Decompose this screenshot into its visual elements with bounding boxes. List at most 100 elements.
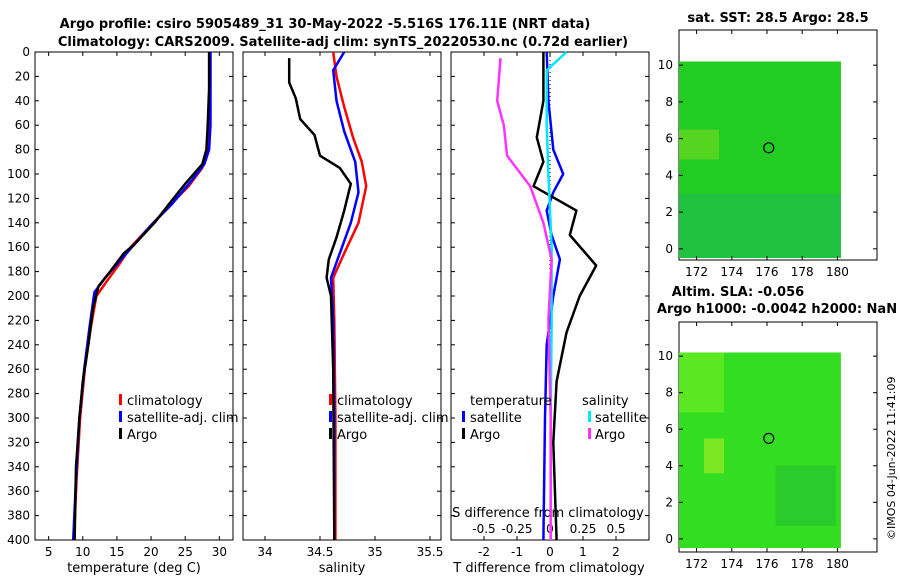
legend-swatch-satellite: [119, 411, 122, 422]
map-patch: [704, 438, 724, 474]
y-tick-label: 100: [7, 167, 30, 181]
y-tick-label: 200: [7, 289, 30, 303]
data-series: [71, 51, 598, 541]
legend-swatch-t-argo: [462, 428, 465, 439]
sla-map-title-line1: Altim. SLA: -0.056: [672, 285, 804, 300]
s-tick-label: 0.5: [606, 522, 625, 536]
legend-label-s-argo: Argo: [595, 428, 625, 443]
s-tick-label: 0.25: [570, 522, 597, 536]
series-line-satellite-adj-clim: [329, 51, 360, 540]
legend-label-t-argo: Argo: [470, 428, 500, 443]
legend-title-salinity: salinity: [582, 394, 629, 409]
legend-swatch-satellite: [329, 411, 332, 422]
main-title-line2: Climatology: CARS2009. Satellite-adj cli…: [58, 35, 628, 50]
x-tick-label: 34.5: [307, 545, 334, 559]
map-y-tick-label: 6: [665, 132, 673, 146]
series-line-climatology: [331, 51, 368, 540]
map-x-tick-label: 178: [791, 557, 814, 571]
legend-swatch-climatology: [119, 394, 122, 405]
series-line-argo: [73, 52, 211, 541]
x-tick-label: 35: [367, 545, 382, 559]
y-tick-label: 380: [7, 509, 30, 523]
y-tick-label: 300: [7, 411, 30, 425]
y-tick-label: 240: [7, 338, 30, 352]
legend-swatch-climatology: [329, 394, 332, 405]
map-x-tick-label: 176: [756, 557, 779, 571]
main-title-line1: Argo profile: csiro 5905489_31 30-May-20…: [60, 17, 591, 32]
series-line-t-argo: [532, 52, 598, 541]
legend-swatch-s-argo: [588, 428, 591, 439]
map-y-tick-label: 2: [665, 205, 673, 219]
x-tick-label: 10: [75, 545, 90, 559]
series-line-t-satellite: [542, 51, 565, 541]
x-tick-label: 20: [143, 545, 158, 559]
map-patch: [679, 352, 724, 413]
legend-label-argo: Argo: [127, 428, 157, 443]
sla-map-title-line2: Argo h1000: -0.0042 h2000: NaN: [657, 302, 897, 317]
temperature-xlabel: temperature (deg C): [67, 561, 201, 576]
map-x-tick-label: 180: [826, 265, 849, 279]
y-tick-label: 120: [7, 191, 30, 205]
y-tick-label: 20: [15, 69, 30, 83]
salinity-legend: climatology satellite-adj. clim Argo: [329, 394, 449, 443]
argo-position-marker: [763, 432, 775, 444]
map-y-tick-label: 0: [665, 532, 673, 546]
x-tick-label: 5: [45, 545, 53, 559]
y-tick-label: 80: [15, 143, 30, 157]
legend-label-satellite: satellite-adj. clim: [337, 411, 449, 426]
map-x-tick-label: 172: [685, 265, 708, 279]
legend-label-s-satellite: satellite: [595, 411, 647, 426]
map-y-tick-label: 10: [658, 58, 673, 72]
map-patch: [679, 129, 719, 160]
x-tick-label: 34: [257, 545, 272, 559]
temperature-panel: [34, 51, 234, 541]
difference-top-xlabel: S difference from climatology: [452, 506, 644, 521]
y-tick-label: 260: [7, 362, 30, 376]
map-x-tick-label: 180: [826, 557, 849, 571]
map-y-tick-label: 4: [665, 459, 673, 473]
s-tick-label: -0.25: [501, 522, 532, 536]
legend-title-temperature: temperature: [470, 394, 552, 409]
temperature-legend: climatology satellite-adj. clim Argo: [119, 394, 239, 443]
axis-ticks: 0204060801001201401601802002202402602803…: [7, 45, 649, 559]
y-tick-label: 320: [7, 435, 30, 449]
map-x-tick-label: 172: [685, 557, 708, 571]
x-tick-label: 25: [178, 545, 193, 559]
y-tick-label: 40: [15, 94, 30, 108]
map-y-tick-label: 4: [665, 168, 673, 182]
map-patch: [679, 193, 841, 258]
y-tick-label: 340: [7, 460, 30, 474]
map-y-tick-label: 8: [665, 95, 673, 109]
x-tick-label: 30: [212, 545, 227, 559]
salinity-xlabel: salinity: [319, 561, 366, 576]
series-line-s-argo: [495, 58, 553, 540]
legend-swatch-argo: [329, 428, 332, 439]
x-tick-label: 0: [546, 545, 554, 559]
s-tick-label: -0.5: [472, 522, 495, 536]
y-tick-label: 160: [7, 240, 30, 254]
legend-label-climatology: climatology: [127, 394, 203, 409]
y-tick-label: 60: [15, 118, 30, 132]
credit-text: ©IMOS 04-Jun-2022 11:41:09: [885, 376, 898, 540]
y-tick-label: 0: [22, 45, 30, 59]
y-tick-label: 360: [7, 484, 30, 498]
map-y-tick-label: 0: [665, 242, 673, 256]
x-tick-label: -1: [511, 545, 523, 559]
series-line-satellite-adj-clim: [71, 52, 212, 541]
map-y-tick-label: 6: [665, 422, 673, 436]
map-x-tick-label: 176: [756, 265, 779, 279]
legend-swatch-s-satellite: [588, 411, 591, 422]
map-x-tick-label: 178: [791, 265, 814, 279]
y-tick-label: 280: [7, 387, 30, 401]
x-tick-label: -2: [478, 545, 490, 559]
x-tick-label: 15: [109, 545, 124, 559]
y-tick-label: 220: [7, 313, 30, 327]
map-x-tick-label: 174: [720, 557, 743, 571]
map-y-tick-label: 2: [665, 495, 673, 509]
legend-swatch-t-satellite: [462, 411, 465, 422]
map-patch: [775, 465, 836, 526]
legend-label-t-satellite: satellite: [470, 411, 522, 426]
y-tick-label: 140: [7, 216, 30, 230]
x-tick-label: 2: [612, 545, 620, 559]
